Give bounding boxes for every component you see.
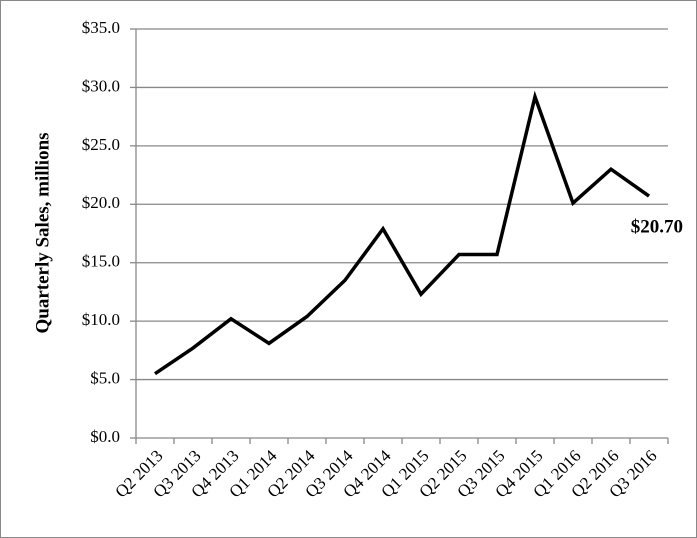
y-tick-label: $30.0: [82, 76, 120, 95]
y-tick-label: $35.0: [82, 18, 120, 37]
data-label: $20.70: [631, 216, 683, 237]
y-tick-label: $15.0: [82, 252, 120, 271]
y-axis-label: Quarterly Sales, millions: [32, 132, 53, 333]
y-tick-label: $5.0: [90, 368, 120, 387]
y-tick-label: $0.0: [90, 427, 120, 446]
data-line: [154, 90, 651, 376]
y-tick-label: $25.0: [82, 135, 120, 154]
y-tick-label: $20.0: [82, 193, 120, 212]
y-tick-label: $10.0: [82, 310, 120, 329]
